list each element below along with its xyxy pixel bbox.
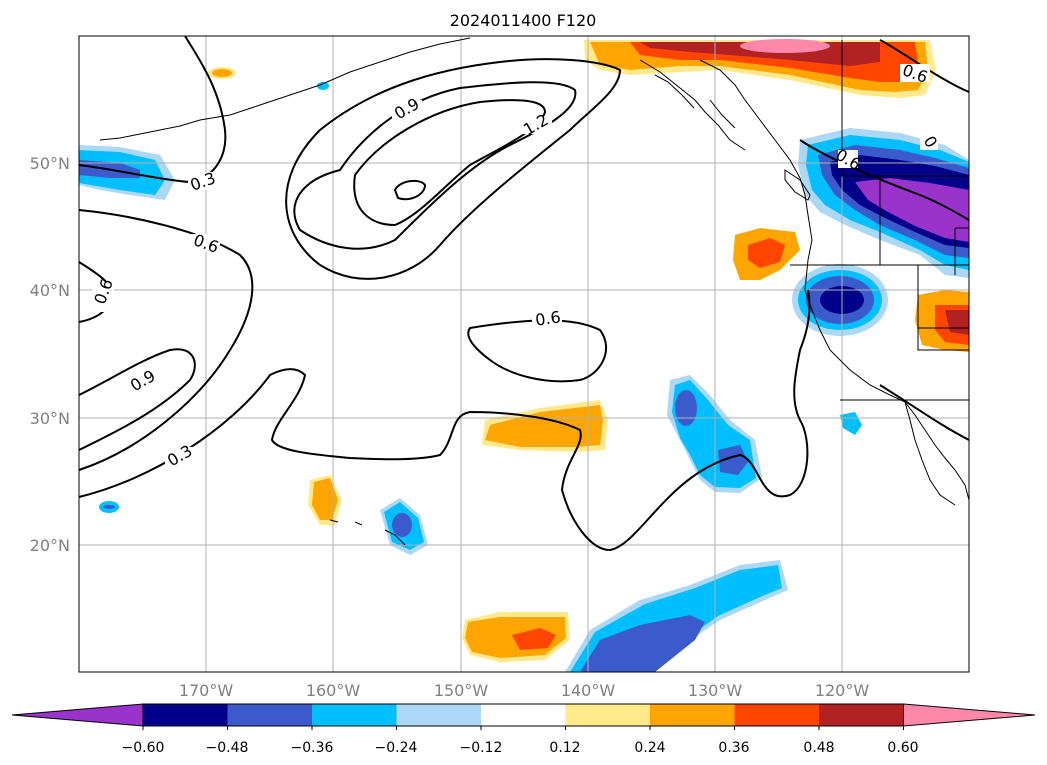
colorbar-tick-label: −0.12: [460, 740, 503, 756]
map-title: 2024011400 F120: [450, 11, 597, 30]
lon-label-120w: 120°W: [815, 681, 870, 700]
colorbar-tick-label: −0.36: [291, 740, 334, 756]
colorbar-tick-labels: −0.60 −0.48 −0.36 −0.24 −0.12 0.12 0.24 …: [122, 740, 919, 756]
colorbar-tick-label: −0.60: [122, 740, 165, 756]
colorbar-segment: [396, 704, 481, 726]
colorbar-segment: [312, 704, 397, 726]
colorbar-outline: [142, 703, 904, 727]
colorbar-tick-label: −0.48: [206, 740, 249, 756]
colorbar-extend-low: [11, 703, 144, 727]
lon-label-160w: 160°W: [306, 681, 361, 700]
colorbar-tick-label: 0.24: [634, 740, 665, 756]
colorbar-segment: [650, 704, 735, 726]
lon-label-130w: 130°W: [688, 681, 743, 700]
coastlines: [99, 37, 970, 546]
colorbar-segment: [143, 704, 228, 726]
colorbar-tick-label: 0.36: [718, 740, 749, 756]
colorbar-segment: [819, 704, 904, 726]
colorbar-segment: [734, 704, 819, 726]
colorbar-extend-high: [903, 703, 1036, 727]
map-frame: [78, 35, 970, 673]
colorbar-tick-label: 0.60: [887, 740, 918, 756]
colorbar-segment: [227, 704, 312, 726]
lat-label-40n: 40°N: [30, 281, 70, 300]
lon-label-150w: 150°W: [434, 681, 489, 700]
negative-anomaly-aleutian-dot: [317, 82, 329, 90]
lat-label-20n: 20°N: [30, 536, 70, 555]
latitude-labels: 50°N 40°N 30°N 20°N: [30, 154, 70, 555]
lat-label-30n: 30°N: [30, 409, 70, 428]
colorbar-tick-label: 0.48: [803, 740, 834, 756]
lon-label-170w: 170°W: [179, 681, 234, 700]
longitude-labels: 170°W 160°W 150°W 140°W 130°W 120°W: [179, 681, 870, 700]
colorbar-segment: [565, 704, 650, 726]
colorbar-tick-label: −0.24: [375, 740, 418, 756]
colorbar: [11, 703, 1036, 730]
contours: [78, 35, 970, 552]
colorbar-tick-label: 0.12: [549, 740, 580, 756]
lon-label-140w: 140°W: [561, 681, 616, 700]
gridlines: [79, 36, 969, 672]
contour-label-5: 0.6: [534, 307, 562, 329]
colorbar-segment: [481, 704, 566, 726]
lat-label-50n: 50°N: [30, 154, 70, 173]
